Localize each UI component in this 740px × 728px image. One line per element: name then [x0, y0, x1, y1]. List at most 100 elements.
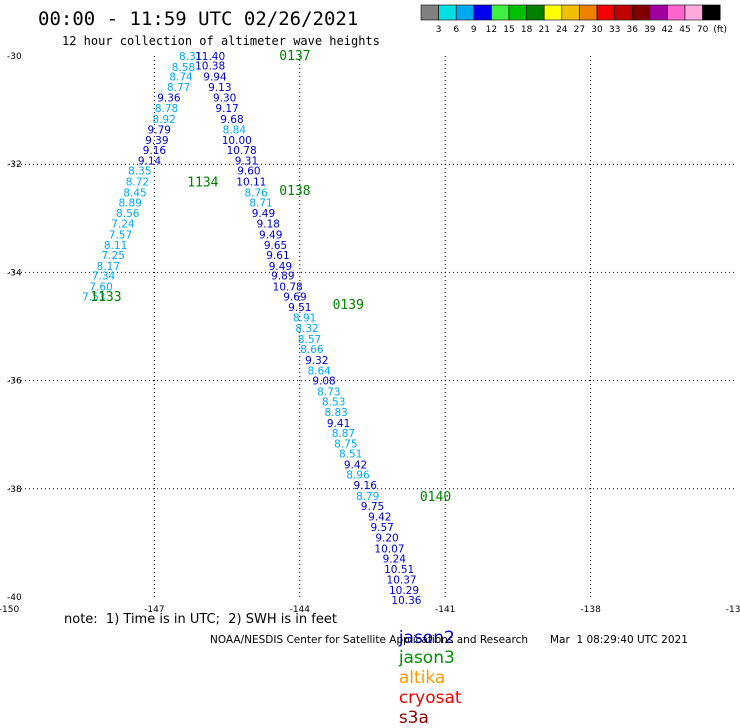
- swh-value-label: 10.29: [389, 585, 419, 597]
- colorbar-label: 9: [471, 25, 477, 35]
- swh-value-label: 7.34: [92, 271, 116, 283]
- swh-value-label: 10.37: [387, 575, 417, 587]
- swh-value-label: 9.17: [215, 103, 238, 115]
- colorbar-label: (ft): [713, 25, 727, 35]
- swh-value-label: 10.11: [236, 177, 266, 189]
- swh-value-label: 9.42: [344, 459, 367, 471]
- swh-value-label: 9.39: [145, 135, 168, 147]
- swh-value-label: 8.84: [223, 125, 247, 137]
- swh-value-label: 9.32: [305, 355, 328, 367]
- swh-value-label: 9.16: [143, 145, 167, 157]
- wave-height-chart: -150 -147 -144 -141 -138 -135 -30 -32 -34 -36 -38 -…: [0, 4, 740, 615]
- y-tick-label: -36: [7, 377, 22, 387]
- colorbar-label: 12: [486, 25, 497, 35]
- swh-value-label: 9.41: [327, 418, 350, 430]
- swh-value-label: 10.00: [222, 135, 252, 147]
- x-tick-label: -135: [726, 605, 740, 615]
- swh-value-label: 9.24: [383, 554, 407, 566]
- swh-value-label: 8.75: [334, 438, 357, 450]
- swh-value-label: 8.53: [322, 397, 345, 409]
- colorbar-swatch: [702, 4, 721, 21]
- swh-value-label: 8.58: [172, 62, 195, 74]
- swh-value-label: 10.51: [384, 564, 414, 576]
- swh-value-label: 8.89: [118, 198, 141, 210]
- satellite-jason3: jason3: [398, 648, 455, 668]
- swh-value-label: 8.45: [123, 187, 146, 199]
- time-label: 0139: [333, 298, 364, 313]
- chart-title: 00:00 - 11:59 UTC 02/26/2021: [38, 8, 359, 30]
- time-label: 0140: [420, 490, 451, 505]
- swh-value-label: 9.75: [361, 501, 384, 513]
- swh-value-label: 9.79: [148, 125, 171, 137]
- swh-value-label: 8.72: [126, 177, 149, 189]
- y-tick-label: -40: [7, 593, 22, 603]
- time-label: 0137: [279, 49, 310, 64]
- swh-value-label: 9.60: [237, 166, 260, 178]
- swh-value-label: 9.51: [288, 302, 311, 314]
- colorbar-swatch: [667, 4, 686, 21]
- swh-value-label: 8.66: [300, 344, 324, 356]
- swh-value-label: 8.96: [346, 470, 370, 482]
- swh-value-label: 8.92: [152, 114, 175, 126]
- colorbar-swatch: [579, 4, 598, 21]
- colorbar-label: 39: [644, 25, 656, 35]
- swh-value-label: 9.20: [375, 532, 398, 544]
- swh-value-label: 9.42: [368, 511, 391, 523]
- colorbar-swatch: [596, 4, 615, 21]
- swh-value-label: 8.91: [293, 312, 316, 324]
- swh-value-label: 8.79: [356, 491, 379, 503]
- swh-value-label: 9.49: [259, 230, 282, 242]
- swh-value-label: 9.61: [266, 250, 289, 262]
- swh-value-label: 10.07: [374, 543, 404, 555]
- footer-note: note: 1) Time is in UTC; 2) SWH is in fe…: [64, 612, 337, 627]
- colorbar-swatch: [420, 4, 439, 21]
- swh-value-label: 8.77: [167, 82, 190, 94]
- colorbar-swatch: [491, 4, 510, 21]
- swh-value-label: 8.17: [97, 261, 120, 273]
- x-tick-label: -138: [580, 605, 601, 615]
- swh-value-label: 8.78: [155, 103, 178, 115]
- colorbar-label: 36: [626, 25, 638, 35]
- swh-value-label: 9.69: [283, 292, 306, 304]
- swh-value-label: 9.57: [370, 522, 393, 534]
- swh-value-label: 8.11: [104, 240, 127, 252]
- colorbar-label: 70: [697, 25, 709, 35]
- swh-value-label: 10.38: [195, 61, 225, 73]
- colorbar-label: 45: [679, 25, 690, 35]
- satellite-s3a: s3a: [398, 708, 429, 728]
- swh-value-label: 9.14: [138, 155, 162, 167]
- swh-value-label: 8.31: [179, 51, 202, 63]
- swh-value-label: 7.53: [82, 292, 105, 304]
- colorbar-swatch: [508, 4, 527, 21]
- swh-value-label: 7.60: [89, 281, 112, 293]
- time-label: 1133: [90, 290, 121, 305]
- colorbar-swatch: [649, 4, 668, 21]
- colorbar-swatch: [543, 4, 563, 21]
- x-tick-label: -141: [435, 605, 455, 615]
- colorbar-label: 3: [436, 25, 442, 35]
- credit-text: NOAA/NESDIS Center for Satellite Applica…: [210, 634, 528, 646]
- satellite-jason2: jason2: [398, 628, 455, 648]
- satellite-cryosat: cryosat: [398, 688, 462, 708]
- colorbar-label: 33: [609, 25, 620, 35]
- swh-value-label: 8.74: [169, 72, 193, 84]
- swh-value-label: 9.65: [264, 240, 287, 252]
- swh-value-label: 8.57: [298, 334, 321, 346]
- colorbar-swatch: [684, 4, 703, 21]
- chart-subtitle: 12 hour collection of altimeter wave hei…: [62, 34, 380, 48]
- time-label: 0138: [279, 184, 310, 199]
- swh-value-label: 8.71: [249, 198, 272, 210]
- colorbar-label: 27: [574, 25, 585, 35]
- swh-value-label: 9.49: [252, 208, 275, 220]
- swh-value-label: 11.40: [195, 51, 225, 63]
- satellite-legend: jason2 jason3 altika cryosat s3a: [388, 608, 471, 728]
- swh-value-label: 7.25: [102, 250, 125, 262]
- x-tick-label: -150: [0, 605, 19, 615]
- swh-value-label: 9.18: [257, 219, 280, 231]
- y-tick-label: -34: [7, 268, 22, 278]
- swh-value-label: 9.30: [213, 93, 236, 105]
- swh-value-label: 8.51: [339, 449, 362, 461]
- x-tick-label: -144: [290, 605, 311, 615]
- colorbar-label: 21: [538, 25, 549, 35]
- swh-value-label: 8.32: [295, 323, 318, 335]
